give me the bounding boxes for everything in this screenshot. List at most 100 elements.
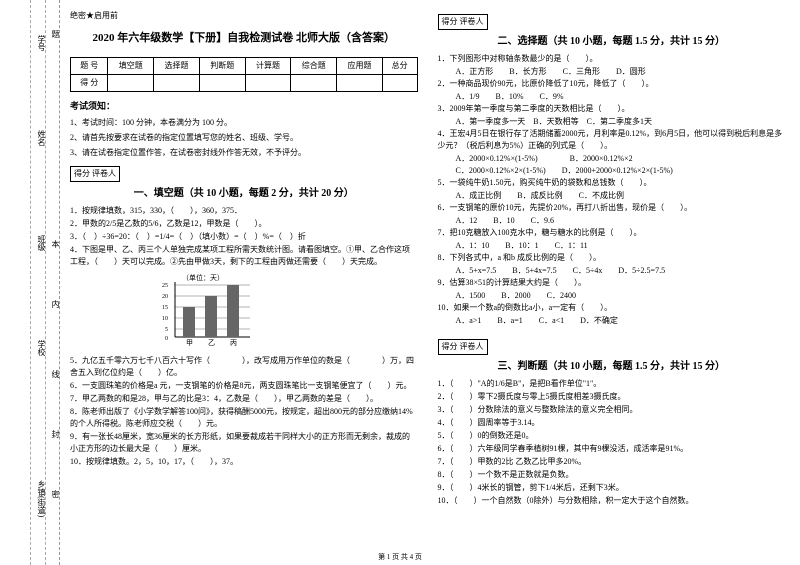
sec2-score: 得分 评卷人 [438, 14, 488, 30]
sec2-title: 二、选择题（共 10 小题，每题 1.5 分，共计 15 分） [438, 34, 786, 49]
s1q9: 9．有一张长48厘米，宽36厘米的长方形纸，如果要裁成若干同样大小的正方形而无剩… [70, 431, 418, 455]
s2q1o: A．正方形 B．长方形 C．三角形 D．圆形 [438, 66, 786, 78]
s1q6: 6．一支圆珠笔的价格是a 元，一支钢笔的价格是8元，两支圆珠笔比一支钢笔便宜了（… [70, 380, 418, 392]
td-5 [291, 74, 337, 91]
td-2 [154, 74, 200, 91]
score-table: 题 号 填空题 选择题 判断题 计算题 综合题 应用题 总分 得 分 [70, 57, 418, 92]
xl2: 乙 [208, 339, 215, 347]
xl1: 甲 [186, 339, 193, 347]
binding-label-2: 班级 [36, 235, 47, 251]
binding-label-3: 学校 [36, 340, 47, 356]
sec1-score: 得分 评卷人 [70, 166, 120, 182]
s2q6: 6．一支钢笔的原价10元，先提价20%，再打八折出售，现价是（ ）。 [438, 202, 786, 214]
s3q1: 1．（ ）"A的1/6是B"，是把B看作单位"1"。 [438, 378, 786, 390]
marker-4: 封 [50, 430, 61, 438]
binding-margin: 学号 姓名 班级 学校 乡镇(街道) 题 本 内 线 封 密 [0, 0, 60, 565]
s2q4oA: A．2000×0.12%×(1-5%) B．2000×0.12%×2 [438, 153, 786, 165]
td-1 [108, 74, 154, 91]
marker-2: 内 [50, 300, 61, 308]
sec3-title: 三、判断题（共 10 小题，每题 1.5 分，共计 15 分） [438, 359, 786, 374]
th-5: 综合题 [291, 57, 337, 74]
s1q2: 2．甲数的2/5是乙数的5/6，乙数是12，甲数是（ ）。 [70, 218, 418, 230]
notice-3: 3、请在试卷指定位置作答，在试卷密封线外作答无效，不予评分。 [70, 147, 418, 159]
s3q4: 4．（ ）圆周率等于3.14。 [438, 417, 786, 429]
th-1: 填空题 [108, 57, 154, 74]
s2q6o: A．12 B．10 C．9.6 [438, 215, 786, 227]
s2q8: 8．下列各式中，a 和b 成反比例的是（ ）。 [438, 252, 786, 264]
s2q9: 9．估算38×51的计算结果大约是（ ）。 [438, 277, 786, 289]
t20: 20 [162, 294, 168, 300]
t15: 15 [162, 305, 168, 311]
t25: 25 [162, 283, 168, 289]
s2q7o: A．1：10 B．10：1 C．1：11 [438, 240, 786, 252]
s2q10: 10．如果一个数a的倒数比a小，a一定有（ ）。 [438, 302, 786, 314]
bar-3 [227, 285, 239, 337]
s1q4: 4．下图是甲、乙、丙三个人单独完成某项工程所需天数统计图。请看图填空。①甲、乙合… [70, 244, 418, 268]
th-6: 应用题 [337, 57, 383, 74]
s3q5: 5．（ ）0的倒数还是0。 [438, 430, 786, 442]
s3q10: 10．（ ）一个自然数（0除外）与分数相除，积一定大于这个自然数。 [438, 495, 786, 507]
notice-2: 2、请首先按要求在试卷的指定位置填写您的姓名、班级、学号。 [70, 132, 418, 144]
s2q8o: A．5+x=7.5 B．5+4x=7.5 C．5÷4x D．5÷2.5=7.5 [438, 265, 786, 277]
dash-line-1 [30, 0, 31, 565]
s2q2o: A．1/9 B．10% C．9% [438, 91, 786, 103]
spacer [438, 327, 786, 335]
sec1-title: 一、填空题（共 10 小题，每题 2 分，共计 20 分） [70, 186, 418, 201]
chart-ylabel: （单位：天） [182, 273, 224, 282]
notice-title: 考试须知： [70, 100, 418, 114]
s2q5: 5．一袋纯牛奶1.50元，购买纯牛奶的袋数和总钱数（ ）。 [438, 177, 786, 189]
t5: 5 [165, 327, 168, 333]
left-column: 绝密★启用前 2020 年六年级数学【下册】自我检测试卷 北师大版（含答案） 题… [70, 10, 418, 560]
marker-0: 题 [50, 30, 61, 38]
xl3: 丙 [230, 339, 237, 347]
t10: 10 [162, 316, 168, 322]
td-7 [382, 74, 417, 91]
s2q3: 3．2009年第一季度与第二季度的天数相比是（ ）。 [438, 103, 786, 115]
binding-label-0: 学号 [36, 35, 47, 51]
page-container: 学号 姓名 班级 学校 乡镇(街道) 题 本 内 线 封 密 绝密★启用前 20… [0, 0, 800, 565]
notice-1: 1、考试时间：100 分钟，本卷满分为 100 分。 [70, 117, 418, 129]
bar-chart: （单位：天） 25 20 15 10 5 0 [150, 272, 418, 351]
bar-1 [183, 307, 195, 337]
s2q2: 2．一种商品现价90元，比原价降低了10元，降低了（ ）。 [438, 78, 786, 90]
score-value-row: 得 分 [71, 74, 418, 91]
th-2: 选择题 [154, 57, 200, 74]
right-column: 得分 评卷人 二、选择题（共 10 小题，每题 1.5 分，共计 15 分） 1… [438, 10, 786, 560]
s2q3o: A．第一季度多一天 B．天数相等 C．第二季度多1天 [438, 116, 786, 128]
t0: 0 [165, 336, 168, 342]
score-header-row: 题 号 填空题 选择题 判断题 计算题 综合题 应用题 总分 [71, 57, 418, 74]
s1q5: 5．九亿五千零六万七千八百六十写作（ ），改写成用万作单位的数是（ ）万，四舍五… [70, 355, 418, 379]
td-0: 得 分 [71, 74, 108, 91]
s2q4oC: C．2000×0.12%×2×(1-5%) D．2000+2000×0.12%×… [438, 165, 786, 177]
s2q9o: A．1500 B．2000 C．2400 [438, 290, 786, 302]
s3q7: 7．（ ）甲数的2比 乙数乙比甲多20%。 [438, 456, 786, 468]
s3q8: 8．（ ）一个数不是正数就是负数。 [438, 469, 786, 481]
s3q6: 6．（ ）六年级同学春季植树91棵，其中有9棵没活，成活率是91%。 [438, 443, 786, 455]
s2q1: 1．下列图形中对称轴条数最少的是（ ）。 [438, 53, 786, 65]
s1q10: 10．按规律填数。2，5，10，17，（ ），37。 [70, 456, 418, 468]
th-0: 题 号 [71, 57, 108, 74]
marker-5: 密 [50, 490, 61, 498]
secret-label: 绝密★启用前 [70, 10, 418, 22]
s1q1: 1．按规律填数，315，330，（ ），360，375． [70, 205, 418, 217]
th-3: 判断题 [199, 57, 245, 74]
marker-3: 线 [50, 370, 61, 378]
s2q5o: A．成正比例 B．成反比例 C．不成比例 [438, 190, 786, 202]
s2q7: 7．把10克糖放入100克水中，糖与糖水的比例是（ ）。 [438, 227, 786, 239]
bar-2 [205, 296, 217, 337]
page-footer: 第 1 页 共 4 页 [0, 552, 800, 562]
content-area: 绝密★启用前 2020 年六年级数学【下册】自我检测试卷 北师大版（含答案） 题… [60, 0, 800, 565]
s2q4: 4．王宏4月5日在银行存了活期储蓄2000元，月利率是0.12%，到6月5日，他… [438, 128, 786, 152]
binding-label-1: 姓名 [36, 130, 47, 146]
sec3-score: 得分 评卷人 [438, 339, 488, 355]
s2q10o: A．a>1 B．a=1 C．a<1 D．不确定 [438, 315, 786, 327]
s1q7: 7．甲乙两数的和是28，甲与乙的比是3：4，乙数是（ ），甲乙两数的差是（ ）。 [70, 393, 418, 405]
th-7: 总分 [382, 57, 417, 74]
s3q9: 9．（ ）4米长的钢管，剪下1/4米后，还剩下3米。 [438, 482, 786, 494]
th-4: 计算题 [245, 57, 291, 74]
td-4 [245, 74, 291, 91]
s3q3: 3．（ ）分数除法的意义与整数除法的意义完全相同。 [438, 404, 786, 416]
s1q3: 3．（ ）÷36=20：（ ）=1/4=（ ）（填小数）=（ ）%=（ ）折 [70, 231, 418, 243]
binding-label-4: 乡镇(街道) [36, 480, 47, 517]
s3q2: 2．（ ）零下2摄氏度与零上5摄氏度相差3摄氏度。 [438, 391, 786, 403]
